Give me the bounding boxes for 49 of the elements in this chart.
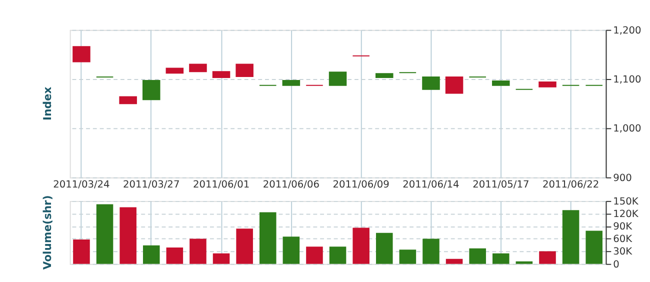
bar	[492, 253, 510, 264]
x-tick-label: 2011/03/27	[123, 180, 180, 191]
bar	[516, 261, 533, 264]
y-tick-label: 120K	[613, 208, 639, 220]
y-tick-label: 1,100	[613, 74, 642, 86]
bar	[352, 228, 370, 264]
bar	[166, 248, 184, 264]
candlestick	[236, 64, 254, 78]
y-tick-label: 0	[613, 259, 620, 270]
bar	[376, 232, 393, 264]
x-tick-label: 2011/06/06	[262, 180, 320, 191]
bar	[306, 246, 323, 264]
bar	[446, 258, 463, 264]
y-tick-label: 30K	[613, 246, 633, 258]
x-tick-label: 2011/05/17	[472, 180, 530, 191]
bar	[120, 207, 136, 264]
candlestick	[422, 76, 440, 90]
x-tick-label: 2011/03/24	[53, 180, 110, 191]
y-tick-label: 60K	[613, 234, 633, 246]
y-tick-label: 1,200	[613, 25, 642, 36]
candlestick	[142, 80, 160, 100]
bar	[142, 245, 160, 264]
y-tick-label: 150K	[613, 196, 639, 208]
bar	[96, 204, 114, 264]
x-tick-label: 2011/06/09	[332, 180, 390, 191]
bar	[236, 228, 253, 264]
bar	[259, 212, 276, 264]
bar	[190, 238, 206, 264]
bar	[329, 246, 346, 264]
y-axis-title: Index	[41, 86, 54, 120]
x-tick-label: 2011/06/22	[542, 180, 600, 191]
bar	[422, 238, 440, 264]
bar	[539, 251, 556, 264]
y-tick-label: 90K	[613, 222, 633, 233]
bar	[212, 253, 230, 264]
candlestick	[72, 46, 90, 62]
y-tick-label: 900	[613, 172, 632, 184]
candlestick	[328, 72, 347, 86]
x-tick-label: 2011/06/14	[402, 180, 460, 191]
candlestick	[445, 76, 464, 94]
bar	[73, 240, 90, 264]
y-tick-label: 1,000	[613, 124, 642, 135]
bar	[282, 236, 300, 264]
bar	[399, 250, 416, 264]
bar	[469, 248, 486, 264]
bar	[586, 230, 602, 264]
y-axis-title: Volume(shr)	[41, 195, 54, 270]
x-tick-label: 2011/06/01	[192, 180, 250, 191]
bar	[562, 210, 580, 264]
